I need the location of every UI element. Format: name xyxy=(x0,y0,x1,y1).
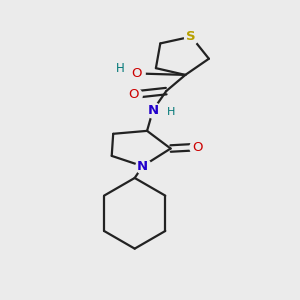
Text: N: N xyxy=(137,160,148,173)
Text: N: N xyxy=(147,104,158,117)
Text: O: O xyxy=(192,141,202,154)
Text: O: O xyxy=(131,67,142,80)
Text: S: S xyxy=(186,30,196,43)
Text: H: H xyxy=(167,107,175,117)
Text: O: O xyxy=(129,88,139,101)
Text: H: H xyxy=(116,61,125,75)
